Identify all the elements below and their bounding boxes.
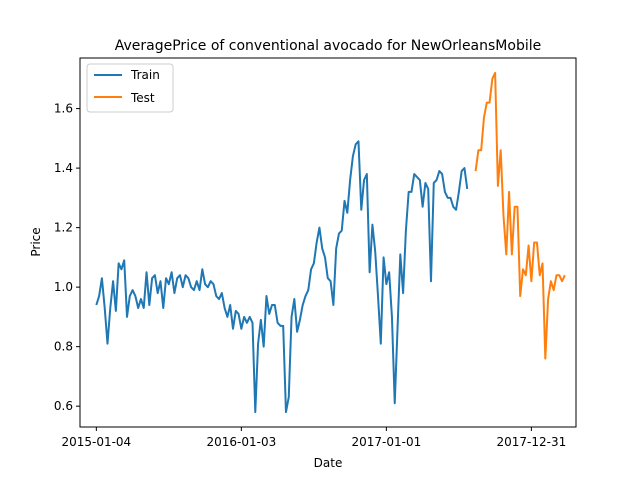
plot-frame <box>79 57 577 428</box>
legend: Train Test <box>86 63 174 113</box>
chart-title: AveragePrice of conventional avocado for… <box>115 38 541 54</box>
y-axis: 0.6 0.8 1.0 1.2 1.4 1.6 <box>54 102 80 413</box>
legend-train-label: Train <box>130 68 160 82</box>
legend-box <box>86 63 174 113</box>
y-tick-label: 0.6 <box>54 399 73 413</box>
series-layer <box>95 71 566 414</box>
x-tick-label: 2015-01-04 <box>61 435 131 449</box>
series-line-test <box>474 71 566 360</box>
legend-test-label: Test <box>130 91 155 105</box>
y-tick-label: 1.4 <box>54 161 73 175</box>
plot-area <box>80 58 576 427</box>
x-tick-label: 2017-12-31 <box>497 435 567 449</box>
y-tick-label: 0.8 <box>54 340 73 354</box>
y-tick-label: 1.2 <box>54 221 73 235</box>
x-tick-label: 2016-01-03 <box>206 435 276 449</box>
x-tick-label: 2017-01-01 <box>351 435 421 449</box>
x-axis: 2015-01-04 2016-01-03 2017-01-01 2017-12-31 <box>61 427 566 449</box>
y-axis-label: Price <box>29 227 43 256</box>
y-tick-label: 1.0 <box>54 280 73 294</box>
x-axis-label: Date <box>314 456 343 470</box>
y-tick-label: 1.6 <box>54 102 73 116</box>
series-line-train <box>95 140 469 414</box>
